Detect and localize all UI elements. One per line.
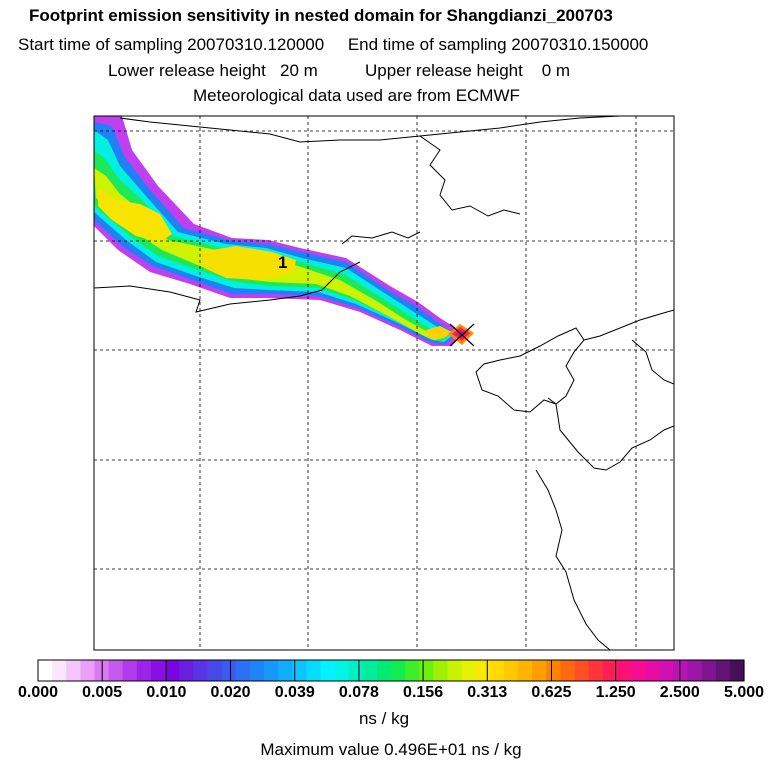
plume-core-yellow-2 [200, 246, 296, 280]
colorbar-cell [320, 660, 336, 681]
colorbar-cell [729, 660, 745, 681]
colorbar-cell [108, 660, 124, 681]
colorbar-tick-label: 0.010 [146, 684, 187, 701]
contour-label: 1 [278, 253, 287, 272]
plume-tip-yellow [426, 326, 452, 338]
colorbar-cell [616, 660, 632, 681]
colorbar-cell [532, 660, 547, 681]
colorbar-cell [292, 660, 307, 681]
coastline-northeast [419, 135, 521, 217]
colorbar-tick-label: 0.156 [403, 684, 444, 701]
station-marker [449, 323, 475, 347]
colorbar-cell [419, 660, 434, 681]
colorbar-cell [165, 660, 180, 681]
colorbar-cell [645, 660, 660, 681]
maximum-value: Maximum value 0.496E+01 ns / kg [260, 740, 522, 759]
colorbar-tick-label: 5.000 [723, 684, 765, 701]
colorbar-cell [348, 660, 364, 681]
coastline-east [631, 339, 674, 385]
colorbar-cell [136, 660, 152, 681]
coastline-north [119, 116, 621, 143]
colorbar-cell [631, 660, 646, 681]
coastline-shandong [475, 371, 674, 471]
colorbar-cell [673, 660, 689, 681]
colorbar-cell [433, 660, 449, 681]
met-data-source: Meteorological data used are from ECMWF [193, 86, 520, 105]
colorbar-cell [715, 660, 731, 681]
plume-core-yellow [98, 188, 172, 242]
colorbar-tick-label: 0.313 [467, 684, 508, 701]
colorbar-cell [391, 660, 406, 681]
coastline-liaodong [583, 309, 674, 341]
sampling-times: Start time of sampling 20070310.120000 E… [18, 35, 649, 54]
colorbar-cell [235, 660, 251, 681]
colorbar-cell [405, 660, 420, 681]
colorbar-cell [334, 660, 350, 681]
colorbar-cell [249, 660, 265, 681]
release-heights: Lower release height 20 m Upper release … [108, 61, 571, 80]
colorbar-cell [122, 660, 138, 681]
colorbar-cell [602, 660, 618, 681]
colorbar-cell [447, 660, 463, 681]
colorbar-cell [475, 660, 491, 681]
border-west [94, 261, 361, 313]
colorbar-cell [659, 660, 674, 681]
colorbar-cell [687, 660, 703, 681]
colorbar-cell [278, 660, 293, 681]
colorbar-tick-label: 2.500 [659, 684, 700, 701]
units-label: ns / kg [358, 709, 410, 728]
colorbar-cell [66, 660, 81, 681]
colorbar-cell [263, 660, 279, 681]
colorbar-cell [701, 660, 717, 681]
colorbar-cell [150, 660, 166, 681]
colorbar-tick-label: 0.000 [17, 684, 59, 701]
colorbar-cell [38, 660, 53, 681]
colorbar-tick-label: 0.078 [338, 684, 379, 701]
colorbar-frame [37, 659, 745, 682]
colorbar-tick-label: 0.625 [531, 684, 572, 701]
plume-band-yellowgreen [94, 168, 444, 340]
colorbar-cell [574, 660, 590, 681]
colorbar-cell [80, 660, 96, 681]
chart-title: Footprint emission sensitivity in nested… [29, 6, 613, 25]
colorbar-cell [306, 660, 321, 681]
colorbar-cell [489, 660, 505, 681]
colorbar-cell [52, 660, 67, 681]
colorbar-cell [546, 660, 562, 681]
colorbar-tick-label: 0.039 [274, 684, 315, 701]
colorbar-cell [376, 660, 392, 681]
colorbar-cell [207, 660, 223, 681]
colorbar-cell [179, 660, 194, 681]
colorbar-cell [362, 660, 378, 681]
colorbar-tick-label: 0.005 [82, 684, 123, 701]
river-segment [341, 231, 421, 245]
coastline-south [535, 469, 611, 650]
colorbar-cell [503, 660, 519, 681]
colorbar-tick-label: 0.020 [210, 684, 251, 701]
colorbar-cell [588, 660, 604, 681]
colorbar-cell [518, 660, 533, 681]
colorbar-cell [560, 660, 576, 681]
colorbar-cell [461, 660, 477, 681]
coastline-bohai [475, 327, 585, 405]
colorbar-cell [193, 660, 209, 681]
colorbar-cell [221, 660, 237, 681]
map-frame [93, 115, 675, 651]
colorbar-tick-label: 1.250 [595, 684, 636, 701]
